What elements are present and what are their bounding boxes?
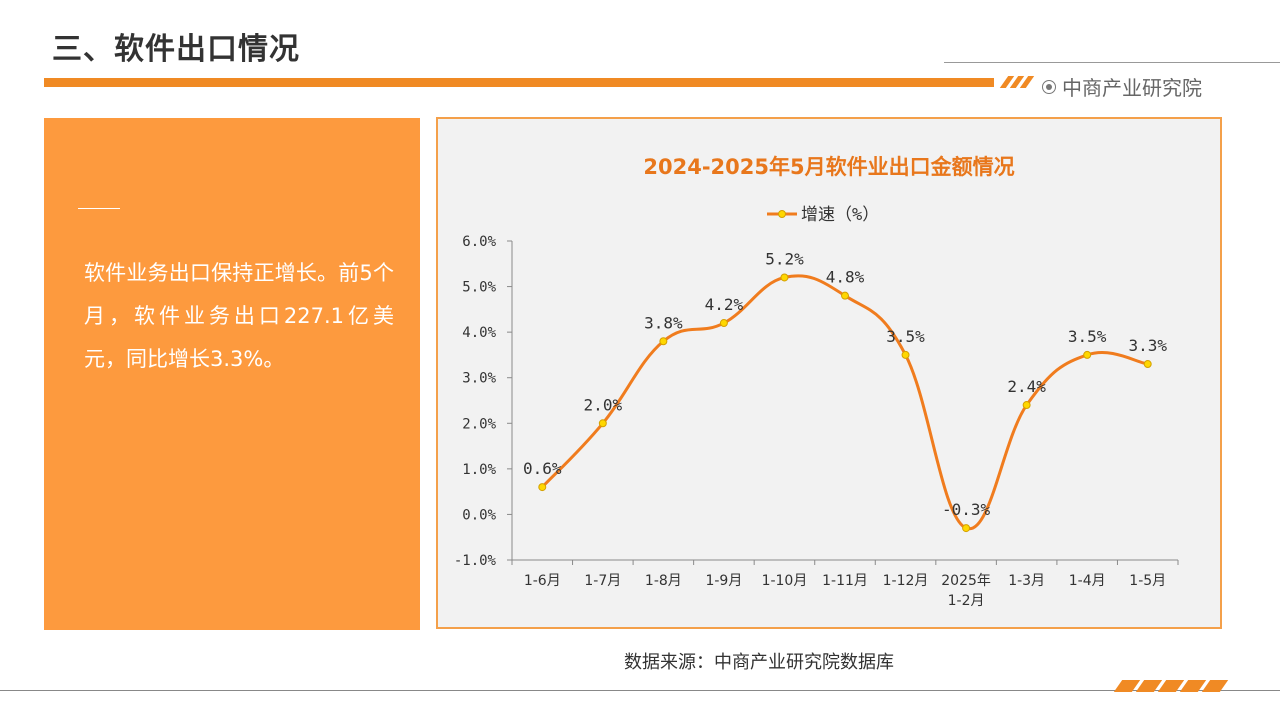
data-source: 数据来源：中商产业研究院数据库 <box>624 652 894 673</box>
header-thin-line <box>944 62 1280 63</box>
y-tick-label: 0.0% <box>462 507 496 523</box>
data-label: 3.3% <box>1128 336 1167 355</box>
data-point <box>1022 401 1031 410</box>
data-label: 4.2% <box>705 295 744 314</box>
y-tick-label: 5.0% <box>462 280 496 296</box>
x-tick-label: 1-12月 <box>883 573 929 589</box>
decorative-stripes <box>999 76 1035 90</box>
y-tick-label: 3.0% <box>462 371 496 387</box>
data-label: 4.8% <box>826 268 865 287</box>
data-label: 2.4% <box>1007 377 1046 396</box>
x-tick-label: 1-10月 <box>762 573 808 589</box>
data-label: 3.8% <box>644 313 683 332</box>
brand: 中商产业研究院 <box>1042 72 1202 101</box>
x-tick-label: 1-2月 <box>948 593 985 609</box>
data-label: 5.2% <box>765 249 804 268</box>
data-label: 3.5% <box>886 327 925 346</box>
y-tick-label: 1.0% <box>462 462 496 478</box>
data-label: -0.3% <box>942 500 991 519</box>
x-tick-label: 1-3月 <box>1008 573 1045 589</box>
summary-panel: 软件业务出口保持正增长。前5个月，软件业务出口227.1亿美元，同比增长3.3%… <box>44 118 420 630</box>
data-point <box>901 350 910 359</box>
data-point <box>1083 350 1092 359</box>
data-point <box>841 291 849 300</box>
footer-line <box>0 690 1280 691</box>
chart-container: 2024-2025年5月软件业出口金额情况增速（%） 6.0% 5.0% 4.0% 3.… <box>436 117 1222 629</box>
x-tick-label: 1-4月 <box>1069 573 1106 589</box>
data-point <box>962 524 971 533</box>
x-tick-label: 1-7月 <box>584 573 621 589</box>
data-point <box>538 483 547 492</box>
page-title: 三、软件出口情况 <box>52 32 300 67</box>
data-label: 0.6% <box>523 459 562 478</box>
series-line <box>541 274 1149 531</box>
x-tick-label: 1-11月 <box>822 573 868 589</box>
data-point <box>719 319 728 328</box>
data-point <box>780 273 789 282</box>
y-tick-label: 4.0% <box>462 325 496 341</box>
data-point <box>1143 360 1152 369</box>
legend-label: 增速（%） <box>801 205 879 225</box>
footer-stripes <box>1112 680 1242 692</box>
brand-logo-icon <box>1042 79 1056 94</box>
legend-marker <box>778 210 786 218</box>
x-tick-label: 2025年 <box>941 573 991 589</box>
summary-text: 软件业务出口保持正增长。前5个月，软件业务出口227.1亿美元，同比增长3.3%… <box>84 261 394 371</box>
brand-name: 中商产业研究院 <box>1062 76 1202 100</box>
data-point <box>598 419 607 428</box>
x-tick-label: 1-9月 <box>705 573 742 589</box>
x-tick-label: 1-6月 <box>524 573 561 589</box>
panel-divider <box>78 208 120 209</box>
y-tick-label: 2.0% <box>462 416 496 432</box>
chart-title: 2024-2025年5月软件业出口金额情况 <box>643 155 1014 179</box>
data-point <box>659 337 668 346</box>
data-label: 3.5% <box>1068 327 1107 346</box>
x-tick-label: 1-5月 <box>1129 573 1166 589</box>
data-label: 2.0% <box>584 395 623 414</box>
x-tick-label: 1-8月 <box>645 573 682 589</box>
title-underline <box>44 78 994 87</box>
y-tick-label: 6.0% <box>462 234 496 250</box>
y-tick-label: -1.0% <box>454 553 497 569</box>
